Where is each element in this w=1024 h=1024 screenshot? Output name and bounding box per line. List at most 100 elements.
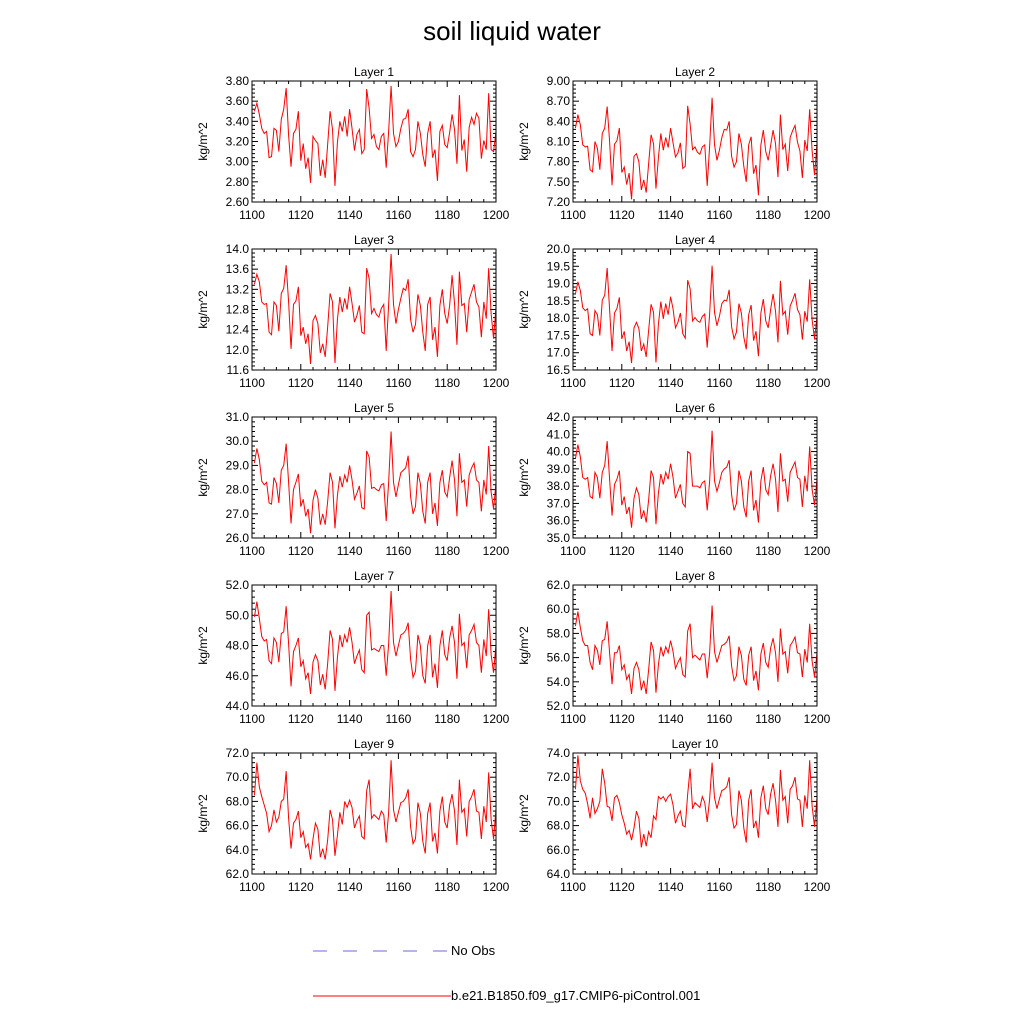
panel-layer-1: Layer 1 kg/m^2 1100 1120 1140 1160 1180 1200 2.6…: [196, 65, 510, 222]
y-tick-label-layer-4: 17.5: [547, 328, 571, 342]
y-tick-label-layer-2: 7.80: [547, 155, 571, 169]
y-axis-label-layer-5: kg/m^2: [196, 458, 210, 497]
y-tick-label-layer-8: 62.0: [547, 578, 571, 592]
y-tick-label-layer-10: 68.0: [547, 819, 571, 833]
y-tick-label-layer-6: 36.0: [547, 514, 571, 528]
series-line-layer-9: [253, 760, 497, 860]
series-line-layer-4: [574, 265, 818, 364]
x-tick-label-layer-5: 1200: [483, 544, 510, 558]
y-tick-label-layer-9: 68.0: [226, 794, 250, 808]
x-tick-label-layer-1: 1120: [288, 208, 314, 222]
x-tick-label-layer-2: 1160: [706, 208, 732, 222]
x-tick-label-layer-3: 1160: [385, 376, 411, 390]
y-tick-label-layer-1: 3.40: [226, 114, 250, 128]
y-tick-label-layer-2: 8.10: [547, 135, 571, 149]
y-tick-label-layer-2: 9.00: [547, 74, 571, 88]
panels-group: Layer 1 kg/m^2 1100 1120 1140 1160 1180 1200 2.6…: [196, 65, 831, 894]
y-axis-label-layer-3: kg/m^2: [196, 290, 210, 329]
y-tick-label-layer-5: 29.0: [226, 458, 250, 472]
panel-title-layer-3: Layer 3: [354, 233, 394, 247]
y-tick-label-layer-5: 27.0: [226, 507, 250, 521]
panel-title-layer-4: Layer 4: [675, 233, 715, 247]
y-tick-label-layer-2: 7.50: [547, 175, 571, 189]
x-tick-label-layer-9: 1180: [434, 880, 460, 894]
legend-label-no-obs: No Obs: [451, 943, 496, 958]
x-tick-label-layer-4: 1180: [755, 376, 781, 390]
y-tick-label-layer-8: 58.0: [547, 626, 571, 640]
series-line-layer-2: [574, 97, 818, 200]
y-tick-label-layer-8: 54.0: [547, 675, 571, 689]
y-tick-label-layer-9: 70.0: [226, 770, 250, 784]
y-tick-label-layer-4: 19.5: [547, 259, 571, 273]
x-tick-label-layer-2: 1140: [658, 208, 684, 222]
panel-title-layer-6: Layer 6: [675, 401, 715, 415]
y-tick-label-layer-4: 20.0: [547, 242, 571, 256]
x-tick-label-layer-4: 1160: [706, 376, 732, 390]
y-axis-label-layer-7: kg/m^2: [196, 626, 210, 665]
y-tick-label-layer-1: 3.20: [226, 135, 250, 149]
y-tick-label-layer-3: 12.0: [226, 343, 250, 357]
plot-frame-layer-7: [251, 584, 497, 707]
panel-title-layer-7: Layer 7: [354, 569, 394, 583]
y-tick-label-layer-6: 35.0: [547, 531, 571, 545]
y-tick-label-layer-4: 18.0: [547, 311, 571, 325]
x-tick-label-layer-2: 1120: [609, 208, 635, 222]
y-tick-label-layer-10: 74.0: [547, 746, 571, 760]
y-tick-label-layer-4: 18.5: [547, 294, 571, 308]
y-tick-label-layer-3: 14.0: [226, 242, 250, 256]
x-tick-label-layer-8: 1200: [804, 712, 831, 726]
x-tick-label-layer-2: 1100: [560, 208, 586, 222]
y-tick-label-layer-10: 66.0: [547, 843, 571, 857]
x-tick-label-layer-6: 1180: [755, 544, 781, 558]
y-tick-label-layer-8: 56.0: [547, 651, 571, 665]
x-tick-label-layer-7: 1120: [288, 712, 314, 726]
panel-layer-10: Layer 10 kg/m^2 1100 1120 1140 1160 1180 1200 64…: [517, 737, 831, 894]
y-tick-label-layer-7: 50.0: [226, 608, 250, 622]
series-line-layer-6: [574, 430, 818, 528]
y-axis-label-layer-9: kg/m^2: [196, 794, 210, 833]
y-axis-label-layer-6: kg/m^2: [517, 458, 531, 497]
y-tick-label-layer-6: 42.0: [547, 410, 571, 424]
y-tick-label-layer-9: 66.0: [226, 819, 250, 833]
y-tick-label-layer-8: 52.0: [547, 699, 571, 713]
panel-layer-8: Layer 8 kg/m^2 1100 1120 1140 1160 1180 1200 52.…: [517, 569, 831, 726]
plot-frame-layer-9: [251, 752, 497, 875]
x-tick-label-layer-5: 1160: [385, 544, 411, 558]
y-tick-label-layer-9: 64.0: [226, 843, 250, 857]
x-tick-label-layer-3: 1140: [337, 376, 363, 390]
x-tick-label-layer-1: 1140: [337, 208, 363, 222]
y-tick-label-layer-8: 60.0: [547, 602, 571, 616]
x-tick-label-layer-6: 1100: [560, 544, 586, 558]
x-tick-label-layer-4: 1140: [658, 376, 684, 390]
x-tick-label-layer-10: 1120: [609, 880, 635, 894]
x-tick-label-layer-9: 1200: [483, 880, 510, 894]
y-tick-label-layer-4: 16.5: [547, 363, 571, 377]
y-tick-label-layer-7: 46.0: [226, 669, 250, 683]
x-tick-label-layer-8: 1180: [755, 712, 781, 726]
x-tick-label-layer-9: 1120: [288, 880, 314, 894]
x-tick-label-layer-7: 1100: [239, 712, 265, 726]
x-tick-label-layer-8: 1160: [706, 712, 732, 726]
y-axis-label-layer-1: kg/m^2: [196, 122, 210, 161]
x-tick-label-layer-10: 1140: [658, 880, 684, 894]
y-tick-label-layer-5: 26.0: [226, 531, 250, 545]
plot-frame-layer-2: [572, 80, 818, 203]
y-tick-label-layer-10: 70.0: [547, 794, 571, 808]
panel-layer-3: Layer 3 kg/m^2 1100 1120 1140 1160 1180 1200 11.…: [196, 233, 510, 390]
panel-title-layer-1: Layer 1: [354, 65, 394, 79]
panel-layer-2: Layer 2 kg/m^2 1100 1120 1140 1160 1180 1200 7.2…: [517, 65, 831, 222]
y-tick-label-layer-2: 7.20: [547, 195, 571, 209]
x-tick-label-layer-7: 1160: [385, 712, 411, 726]
y-tick-label-layer-3: 12.8: [226, 303, 250, 317]
series-line-layer-7: [253, 591, 497, 694]
y-tick-label-layer-3: 13.2: [226, 282, 250, 296]
y-tick-label-layer-6: 40.0: [547, 445, 571, 459]
y-tick-label-layer-1: 3.80: [226, 74, 250, 88]
y-tick-label-layer-1: 3.60: [226, 94, 250, 108]
y-tick-label-layer-2: 8.70: [547, 94, 571, 108]
plot-frame-layer-8: [572, 584, 818, 707]
y-tick-label-layer-10: 64.0: [547, 867, 571, 881]
plot-frame-layer-5: [251, 416, 497, 539]
y-tick-label-layer-7: 44.0: [226, 699, 250, 713]
